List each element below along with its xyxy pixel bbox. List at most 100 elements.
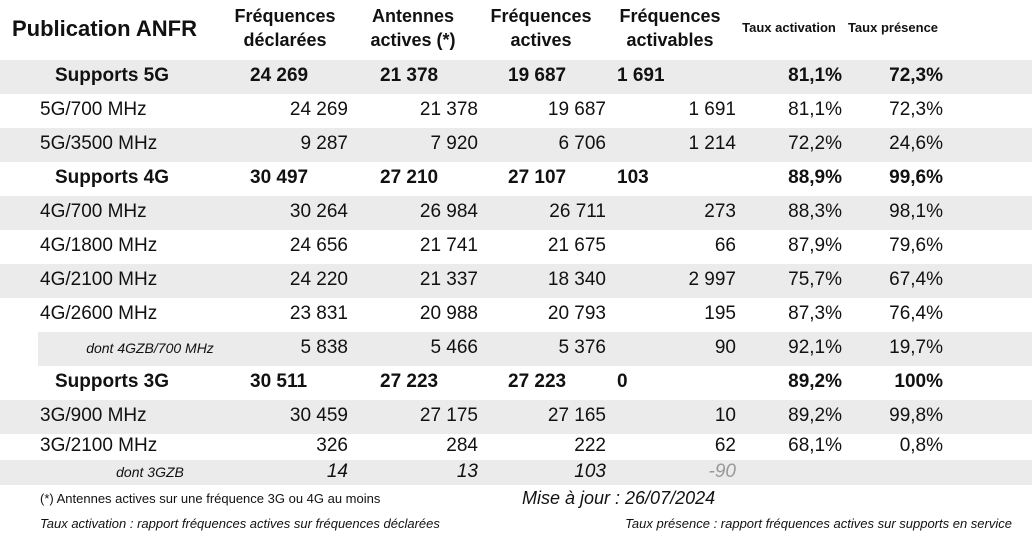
- cell: 30 511: [250, 371, 308, 392]
- cell: 27 210: [380, 167, 439, 188]
- cell: 76,4%: [889, 303, 943, 324]
- cell: 20 793: [547, 303, 606, 324]
- cell: 6 706: [558, 133, 606, 154]
- cell: 21 378: [419, 99, 478, 120]
- cell: 19 687: [547, 99, 606, 120]
- cell: 21 378: [380, 65, 439, 86]
- cell: 10: [714, 405, 736, 426]
- cell: 13: [456, 460, 478, 482]
- cell: 30 497: [250, 167, 309, 188]
- column-header: Taux activation: [742, 20, 836, 35]
- cell: 88,9%: [788, 167, 842, 188]
- cell: 284: [446, 435, 478, 456]
- cell: 222: [574, 435, 606, 456]
- cell: 30 459: [289, 405, 348, 426]
- cell: 87,3%: [788, 303, 842, 324]
- column-header: Antennes: [371, 6, 454, 26]
- cell: 27 223: [508, 371, 567, 392]
- cell: 27 175: [419, 405, 478, 426]
- row-label: 4G/1800 MHz: [40, 235, 158, 256]
- cell: 326: [316, 435, 348, 456]
- cell: 27 165: [547, 405, 606, 426]
- cell: 24 269: [250, 65, 309, 86]
- column-header: Fréquences: [619, 6, 721, 26]
- cell: 27 223: [380, 371, 439, 392]
- cell: 24 269: [289, 99, 348, 120]
- footnote: Taux activation : rapport fréquences act…: [40, 516, 440, 531]
- detail-label: dont 4GZB/700 MHz: [86, 340, 214, 356]
- cell: 18 340: [547, 269, 606, 290]
- row-background: [38, 332, 1032, 366]
- cell: 26 711: [549, 201, 606, 222]
- cell: 195: [704, 303, 736, 324]
- cell: 26 984: [419, 201, 478, 222]
- cell: 89,2%: [788, 405, 842, 426]
- column-header: Taux présence: [847, 20, 939, 35]
- cell: 24 220: [289, 269, 348, 290]
- cell: 99,6%: [889, 167, 943, 188]
- row-label: 4G/2100 MHz: [40, 269, 158, 290]
- cell: 5 466: [430, 337, 478, 358]
- cell: 23 831: [289, 303, 348, 324]
- footnote: Taux présence : rapport fréquences activ…: [625, 516, 1012, 531]
- cell: 68,1%: [788, 435, 842, 456]
- cell: 103: [617, 167, 649, 188]
- cell: 98,1%: [889, 201, 943, 222]
- cell: 90: [714, 337, 736, 358]
- cell: 103: [574, 460, 606, 482]
- cell: 24,6%: [889, 133, 943, 154]
- row-label: 4G/700 MHz: [40, 201, 147, 222]
- cell: 89,2%: [788, 371, 842, 392]
- cell: 87,9%: [788, 235, 842, 256]
- cell: 67,4%: [889, 269, 943, 290]
- cell: 19,7%: [889, 337, 943, 358]
- cell: 66: [714, 235, 736, 256]
- row-background: [0, 460, 1032, 485]
- cell: 0: [617, 371, 628, 392]
- cell: 9 287: [300, 133, 348, 154]
- column-header: Fréquences: [234, 6, 336, 26]
- row-label: 4G/2600 MHz: [40, 303, 158, 324]
- row-background: [0, 264, 1032, 298]
- cell: 20 988: [419, 303, 478, 324]
- cell: -90: [708, 460, 736, 482]
- cell: 21 337: [419, 269, 478, 290]
- section-label: Supports 4G: [55, 167, 170, 188]
- row-label: 3G/900 MHz: [40, 405, 147, 426]
- row-background: [0, 196, 1032, 230]
- cell: 0,8%: [899, 435, 943, 456]
- cell: 1 214: [688, 133, 736, 154]
- cell: 5 376: [558, 337, 606, 358]
- cell: 100%: [894, 371, 943, 392]
- cell: 14: [326, 460, 348, 482]
- update-date: Mise à jour : 26/07/2024: [522, 488, 716, 508]
- row-label: 5G/3500 MHz: [40, 133, 158, 154]
- cell: 75,7%: [788, 269, 842, 290]
- cell: 7 920: [430, 133, 478, 154]
- cell: 21 675: [547, 235, 606, 256]
- cell: 92,1%: [788, 337, 842, 358]
- cell: 19 687: [508, 65, 567, 86]
- cell: 72,3%: [889, 99, 943, 120]
- row-label: 3G/2100 MHz: [40, 435, 158, 456]
- detail-label: dont 3GZB: [116, 463, 184, 480]
- cell: 21 741: [419, 235, 478, 256]
- cell: 1 691: [688, 99, 736, 120]
- cell: 81,1%: [788, 99, 842, 120]
- cell: 88,3%: [788, 201, 842, 222]
- column-header: actives: [510, 30, 572, 50]
- row-background: [0, 400, 1032, 434]
- cell: 72,2%: [788, 133, 842, 154]
- section-label: Supports 5G: [55, 65, 170, 86]
- cell: 30 264: [289, 201, 348, 222]
- column-header: activables: [626, 30, 714, 50]
- cell: 72,3%: [889, 65, 943, 86]
- title: Publication ANFR: [12, 16, 197, 41]
- cell: 81,1%: [788, 65, 842, 86]
- footnote: (*) Antennes actives sur une fréquence 3…: [40, 491, 381, 506]
- cell: 24 656: [289, 235, 348, 256]
- cell: 1 691: [617, 65, 665, 86]
- row-background: [0, 60, 1032, 94]
- cell: 273: [704, 201, 736, 222]
